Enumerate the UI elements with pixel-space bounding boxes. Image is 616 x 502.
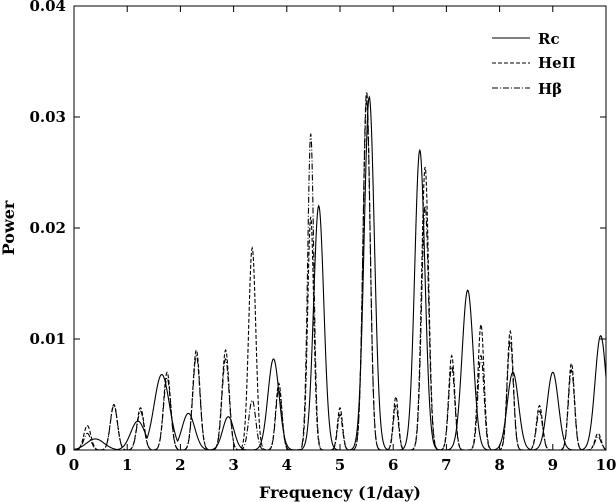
x-tick-label-6: 6 xyxy=(388,456,398,474)
x-tick-label-7: 7 xyxy=(441,456,451,474)
x-tick-label-2: 2 xyxy=(175,456,185,474)
legend-label-hbeta: Hβ xyxy=(538,80,562,98)
series-layer xyxy=(73,91,607,451)
legend-label-rc: Rc xyxy=(538,30,560,48)
series-line-h xyxy=(73,91,607,451)
x-tick-label-9: 9 xyxy=(548,456,558,474)
tick-layer: 0 1 2 3 4 5 6 7 8 9 10 0 0.01 0.02 0.03 0.04 xyxy=(29,0,616,474)
x-axis-label: Frequency (1/day) xyxy=(259,483,421,502)
y-tick-label-3: 0.03 xyxy=(29,108,66,126)
x-tick-label-1: 1 xyxy=(122,456,132,474)
x-tick-label-8: 8 xyxy=(494,456,504,474)
x-tick-label-0: 0 xyxy=(69,456,79,474)
series-line-rc xyxy=(73,95,607,451)
legend-label-heii: HeII xyxy=(538,54,576,72)
x-tick-label-4: 4 xyxy=(282,456,292,474)
x-tick-label-10: 10 xyxy=(596,456,616,474)
x-tick-label-5: 5 xyxy=(335,456,345,474)
y-tick-label-2: 0.02 xyxy=(29,219,66,237)
x-tick-label-3: 3 xyxy=(228,456,238,474)
y-tick-label-1: 0.01 xyxy=(29,330,66,348)
legend: Rc HeII Hβ xyxy=(492,30,576,98)
y-axis-label: Power xyxy=(0,200,18,255)
y-tick-label-4: 0.04 xyxy=(29,0,66,15)
series-line-heii xyxy=(73,100,607,451)
y-tick-label-0: 0 xyxy=(56,441,66,459)
plot-frame xyxy=(73,5,607,451)
